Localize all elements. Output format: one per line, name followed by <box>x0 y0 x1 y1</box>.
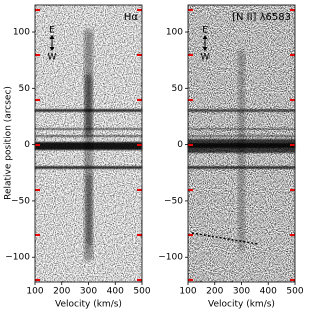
x-axis-label: Velocity (km/s) <box>55 300 122 310</box>
x-tick-label: 500 <box>286 287 303 297</box>
y-tick-label: 100 <box>13 28 30 38</box>
y-tick-label: 50 <box>172 84 184 94</box>
panel-title: Hα <box>124 12 139 23</box>
y-axis-label: Relative position (arcsec) <box>4 86 14 200</box>
spectrum-image <box>188 5 295 282</box>
x-tick-label: 300 <box>80 287 97 297</box>
orientation-label: W <box>48 53 57 63</box>
x-tick-label: 100 <box>26 287 43 297</box>
orientation-label: W <box>201 53 210 63</box>
x-tick-label: 200 <box>206 287 223 297</box>
y-tick-label: −100 <box>5 253 30 263</box>
orientation-label: E <box>49 26 55 36</box>
x-tick-label: 100 <box>179 287 196 297</box>
orientation-arrowhead <box>202 35 208 51</box>
orientation-label: E <box>202 26 208 36</box>
x-tick-label: 400 <box>107 287 124 297</box>
x-axis-label: Velocity (km/s) <box>208 300 275 310</box>
x-tick-label: 300 <box>233 287 250 297</box>
y-tick-label: −100 <box>158 253 183 263</box>
y-tick-label: 100 <box>166 28 183 38</box>
y-tick-label: −50 <box>164 196 183 206</box>
y-tick-label: 0 <box>24 140 30 150</box>
x-tick-label: 400 <box>260 287 277 297</box>
orientation-arrowhead <box>49 35 55 51</box>
x-tick-label: 200 <box>53 287 70 297</box>
figure: Relative position (arcsec) −100 −50 0 50 100… <box>4 4 304 310</box>
y-tick-label: 50 <box>19 84 31 94</box>
y-tick-label: −50 <box>11 196 30 206</box>
panel-title: [N II] λ6583 <box>232 12 291 23</box>
x-tick-label: 500 <box>133 287 150 297</box>
y-tick-label: 0 <box>177 140 183 150</box>
spectrum-image <box>35 5 142 282</box>
